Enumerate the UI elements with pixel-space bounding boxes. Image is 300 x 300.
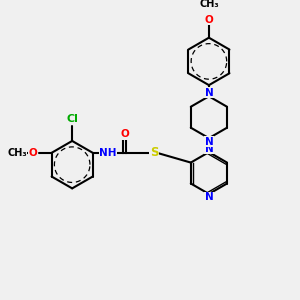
Text: CH₃: CH₃	[199, 0, 219, 9]
Text: N: N	[205, 88, 213, 98]
Text: S: S	[150, 146, 158, 159]
Text: O: O	[205, 15, 213, 25]
Text: N: N	[205, 144, 213, 154]
Text: O: O	[120, 129, 129, 139]
Text: Cl: Cl	[66, 115, 78, 124]
Text: N: N	[205, 192, 213, 202]
Text: O: O	[28, 148, 37, 158]
Text: NH: NH	[99, 148, 117, 158]
Text: CH₃: CH₃	[7, 148, 27, 158]
Text: N: N	[205, 136, 213, 146]
